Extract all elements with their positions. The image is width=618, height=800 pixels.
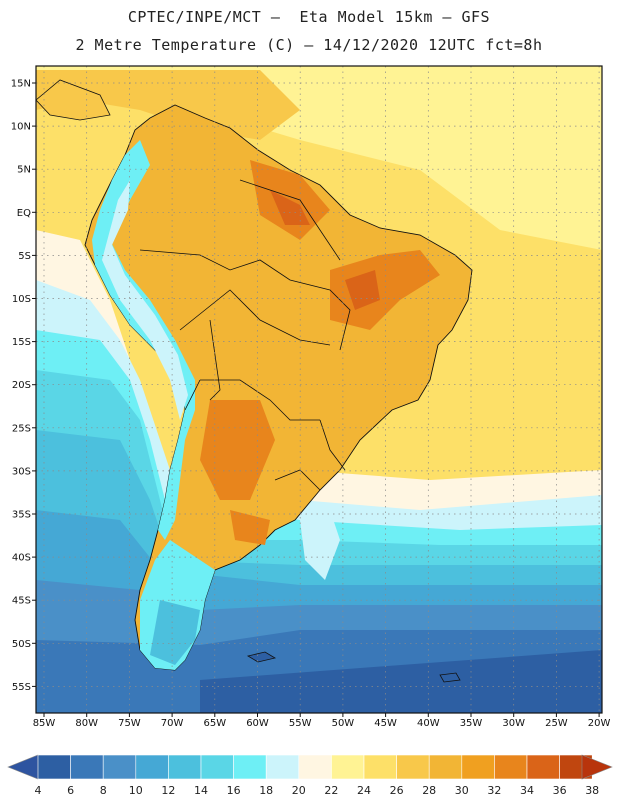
colorbar-label: 18 — [259, 784, 274, 797]
lon-label: 85W — [33, 718, 56, 729]
colorbar-label: 38 — [585, 784, 600, 797]
lat-label: 10S — [12, 294, 31, 305]
colorbar-label: 16 — [226, 784, 241, 797]
colorbar-label: 20 — [291, 784, 306, 797]
colorbar-over-arrow — [581, 754, 613, 780]
graticule — [36, 66, 602, 713]
lon-label: 50W — [332, 718, 355, 729]
colorbar-label: 10 — [128, 784, 143, 797]
colorbar-swatch — [168, 754, 202, 780]
axis-ticks: 15N 10N 5N EQ 5S 10S 15S 20S 25S 30S 35S 40S 45S 50S 5… — [11, 79, 611, 730]
lat-label: 15N — [11, 79, 31, 90]
lon-label: 30W — [502, 718, 525, 729]
lat-label: 40S — [12, 553, 31, 564]
lon-label: 60W — [246, 718, 269, 729]
colorbar-swatch — [298, 754, 332, 780]
lat-label: 10N — [11, 122, 31, 133]
map-frame — [35, 65, 603, 714]
colorbar-swatch — [70, 754, 104, 780]
colorbar-label: 26 — [389, 784, 404, 797]
colorbar-label: 24 — [357, 784, 371, 797]
colorbar-swatch — [37, 754, 71, 780]
colorbar-swatch — [135, 754, 169, 780]
caribbean-band — [36, 70, 300, 140]
lon-label: 70W — [161, 718, 184, 729]
colorbar-swatch — [461, 754, 495, 780]
lat-label: 35S — [12, 510, 31, 521]
colorbar-label: 6 — [67, 784, 75, 797]
lat-label: 25S — [12, 423, 31, 434]
falklands — [246, 651, 277, 663]
hot-core-brazil — [330, 250, 440, 330]
colorbar-swatch — [494, 754, 528, 780]
colorbar-swatch — [102, 754, 137, 780]
colorbar-label: 8 — [99, 784, 107, 797]
country-borders — [139, 179, 351, 491]
lat-label: EQ — [17, 208, 31, 219]
colorbar-label: 4 — [34, 784, 42, 797]
lat-label: 55S — [12, 682, 31, 693]
lat-label: 45S — [12, 596, 31, 607]
lon-label: 65W — [203, 718, 226, 729]
plata-cool-tongue — [300, 510, 340, 580]
colorbar-swatch — [396, 754, 430, 780]
lon-label: 20W — [588, 718, 611, 729]
lon-label: 45W — [374, 718, 397, 729]
lat-label: 30S — [12, 466, 31, 477]
lat-label: 15S — [12, 337, 31, 348]
hottest-core-north — [270, 190, 310, 225]
lon-label: 40W — [417, 718, 440, 729]
colorbar-label: 22 — [324, 784, 339, 797]
colorbar-swatch — [363, 754, 397, 780]
colorbar-label: 36 — [552, 784, 567, 797]
colorbar-label: 32 — [487, 784, 502, 797]
lat-label: 5S — [18, 251, 31, 262]
colorbar-swatch — [526, 754, 560, 780]
ocean-north-band — [36, 66, 602, 250]
colorbar-swatch — [265, 754, 300, 780]
andes-cold-ridge — [92, 140, 195, 540]
map-subtitle: 2 Metre Temperature (C) – 14/12/2020 12U… — [75, 36, 543, 54]
lon-label: 80W — [75, 718, 98, 729]
hot-core-chaco — [200, 400, 275, 500]
andes-peaks — [102, 180, 188, 420]
colorbar-swatch — [233, 754, 267, 780]
lat-label: 5N — [17, 165, 31, 176]
colorbar-swatch — [428, 754, 463, 780]
lon-label: 75W — [118, 718, 141, 729]
colorbar-swatch — [331, 754, 365, 780]
lon-label: 35W — [460, 718, 483, 729]
temperature-field — [36, 66, 602, 713]
colorbar-label: 30 — [454, 784, 469, 797]
central-america — [36, 79, 111, 121]
lat-label: 50S — [12, 639, 31, 650]
map-title: CPTEC/INPE/MCT – Eta Model 15km – GFS — [127, 8, 491, 26]
hottest-core-brazil — [345, 270, 380, 310]
colorbar-label: 12 — [161, 784, 176, 797]
colorbar-label: 34 — [520, 784, 534, 797]
colorbar-label: 28 — [422, 784, 437, 797]
lat-label: 20S — [12, 380, 31, 391]
hot-core-pampas — [230, 510, 270, 545]
lon-label: 55W — [289, 718, 312, 729]
patagonia-cold — [150, 600, 200, 665]
colorbar-under-arrow — [7, 754, 39, 780]
ocean-band-4 — [200, 650, 602, 713]
lon-label: 25W — [545, 718, 568, 729]
colorbar-swatch — [200, 754, 234, 780]
colorbar-label: 14 — [194, 784, 208, 797]
south-georgia — [439, 672, 461, 683]
colorbar — [7, 754, 613, 780]
